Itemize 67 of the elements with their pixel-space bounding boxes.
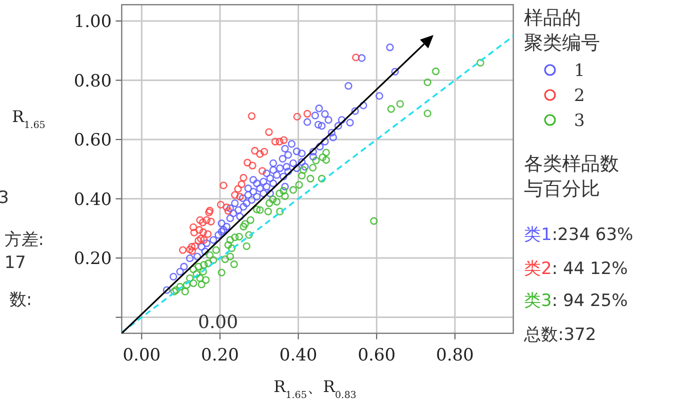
point xyxy=(303,110,312,118)
point xyxy=(248,112,256,120)
text: 各类样品数与百分比 xyxy=(524,153,619,200)
text: 类3: 94 25% xyxy=(524,291,628,311)
text: 总数:372 xyxy=(523,325,596,345)
point xyxy=(196,234,205,243)
point xyxy=(195,226,204,234)
point xyxy=(188,242,196,251)
point xyxy=(190,228,198,236)
x-axis-title: R$_{1.65}$、R$_{0.83}$ xyxy=(274,377,356,400)
legend-title: 样品的聚类编号 xyxy=(524,7,600,54)
point xyxy=(236,192,244,201)
text: 17 xyxy=(4,253,26,273)
point xyxy=(265,128,273,136)
x-tick-label: 0.00 xyxy=(122,345,161,366)
point xyxy=(244,158,252,166)
point xyxy=(199,228,208,236)
x-tick-label: 0.40 xyxy=(279,345,318,366)
point xyxy=(200,236,208,244)
point xyxy=(205,208,213,216)
point xyxy=(258,167,266,175)
point xyxy=(271,138,280,146)
annotation: 0.00 xyxy=(198,312,238,333)
point xyxy=(202,216,211,224)
point xyxy=(206,206,214,214)
point xyxy=(194,236,202,244)
x-tick-label: 0.80 xyxy=(436,345,474,366)
point xyxy=(204,230,212,238)
point xyxy=(231,191,239,199)
text: 类2: 44 12% xyxy=(524,259,628,279)
point xyxy=(280,136,288,144)
point xyxy=(178,246,187,254)
point xyxy=(238,180,246,188)
point xyxy=(190,223,198,232)
point xyxy=(222,204,230,212)
point xyxy=(352,54,360,62)
y-tick-label: 0.40 xyxy=(74,190,112,210)
text: 类1:234 63% xyxy=(524,225,634,245)
y-tick-label: 0.20 xyxy=(74,249,112,270)
y-tick-label: 0.80 xyxy=(74,71,112,92)
point xyxy=(196,216,204,224)
point xyxy=(220,182,228,190)
point xyxy=(234,185,242,193)
text: 数: xyxy=(9,290,32,310)
point xyxy=(248,162,256,170)
point xyxy=(256,150,264,158)
point xyxy=(188,247,196,255)
point xyxy=(207,218,215,226)
point xyxy=(250,146,259,155)
point xyxy=(293,112,301,121)
point xyxy=(224,207,232,215)
point xyxy=(191,242,199,250)
y-axis-title: R$_{1.65}$ xyxy=(12,107,46,130)
point xyxy=(186,246,194,254)
y-tick-label: 0.60 xyxy=(74,130,112,151)
y-tick-label: 1.00 xyxy=(74,12,112,32)
x-tick-label: 0.20 xyxy=(201,345,239,366)
point xyxy=(276,138,284,146)
point xyxy=(240,174,248,182)
point xyxy=(198,218,207,226)
legend-label: 3 xyxy=(574,111,585,131)
legend-label: 1 xyxy=(574,61,585,81)
text: 方差: xyxy=(4,230,44,250)
legend-label: 2 xyxy=(574,86,585,106)
point xyxy=(216,200,225,209)
point xyxy=(260,148,268,156)
x-tick-label: 0.60 xyxy=(358,345,396,366)
